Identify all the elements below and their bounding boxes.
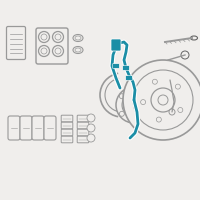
Circle shape — [87, 134, 95, 142]
FancyBboxPatch shape — [61, 129, 73, 136]
Circle shape — [133, 70, 193, 130]
Circle shape — [156, 117, 161, 122]
FancyBboxPatch shape — [77, 115, 89, 122]
FancyBboxPatch shape — [77, 129, 89, 136]
FancyBboxPatch shape — [123, 66, 129, 70]
Circle shape — [38, 46, 50, 56]
FancyBboxPatch shape — [6, 26, 26, 60]
Circle shape — [141, 100, 146, 105]
Ellipse shape — [75, 36, 81, 40]
FancyBboxPatch shape — [36, 28, 68, 64]
Circle shape — [52, 46, 64, 56]
FancyBboxPatch shape — [77, 122, 89, 129]
Circle shape — [119, 94, 124, 99]
FancyBboxPatch shape — [20, 116, 32, 140]
Circle shape — [123, 60, 200, 140]
Ellipse shape — [73, 46, 83, 53]
Circle shape — [146, 102, 152, 108]
FancyBboxPatch shape — [61, 115, 73, 122]
Circle shape — [41, 48, 47, 54]
Circle shape — [175, 84, 180, 89]
Ellipse shape — [73, 34, 83, 42]
FancyBboxPatch shape — [8, 116, 20, 140]
FancyBboxPatch shape — [77, 136, 89, 143]
Circle shape — [116, 87, 152, 123]
Circle shape — [38, 31, 50, 43]
Circle shape — [55, 34, 61, 40]
Circle shape — [128, 99, 140, 111]
Circle shape — [52, 31, 64, 43]
Circle shape — [136, 88, 141, 93]
Circle shape — [87, 124, 95, 132]
Circle shape — [169, 109, 175, 115]
Circle shape — [87, 114, 95, 122]
FancyBboxPatch shape — [126, 76, 132, 80]
Circle shape — [181, 51, 189, 59]
Circle shape — [136, 117, 141, 122]
FancyBboxPatch shape — [32, 116, 44, 140]
FancyBboxPatch shape — [111, 39, 121, 51]
FancyBboxPatch shape — [61, 136, 73, 143]
FancyBboxPatch shape — [44, 116, 56, 140]
Ellipse shape — [75, 48, 81, 52]
Circle shape — [152, 79, 157, 84]
Circle shape — [55, 48, 61, 54]
Ellipse shape — [190, 36, 198, 40]
FancyBboxPatch shape — [113, 64, 119, 68]
Circle shape — [119, 111, 124, 116]
Circle shape — [122, 93, 146, 117]
Circle shape — [151, 88, 175, 112]
Circle shape — [178, 108, 183, 112]
Circle shape — [41, 34, 47, 40]
Circle shape — [158, 95, 168, 105]
FancyBboxPatch shape — [61, 122, 73, 129]
